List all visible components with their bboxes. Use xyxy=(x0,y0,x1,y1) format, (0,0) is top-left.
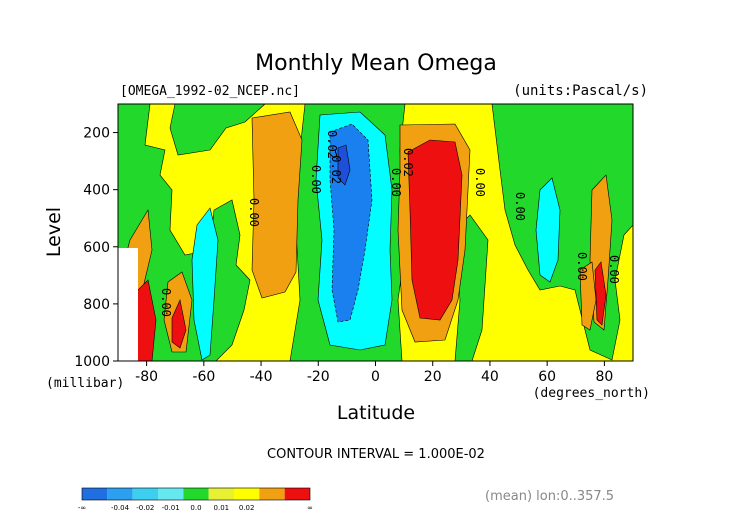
contour-region-orange-south xyxy=(251,111,303,299)
contour-region-red-southmid xyxy=(171,299,187,349)
x-tick-label: -20 xyxy=(307,369,330,385)
contour-interval-note: CONTOUR INTERVAL = 1.000E-02 xyxy=(267,447,485,462)
contour-label: 0.00 xyxy=(159,288,173,317)
colorbar-swatch xyxy=(259,488,285,500)
contour-label: 0.00 xyxy=(607,255,621,284)
mean-note: (mean) lon:0..357.5 xyxy=(485,489,614,504)
y-axis: 200 400 600 800 1000 xyxy=(74,126,118,370)
contour-region-red-tropic xyxy=(407,139,463,321)
contour-region-orange-north-low xyxy=(579,261,597,331)
x-axis: -80 -60 -40 -20 0 20 40 60 80 xyxy=(135,361,613,385)
x-tick-label: 40 xyxy=(481,369,499,385)
colorbar-tick-label: -0.04 xyxy=(111,504,130,512)
contour-label: 0.02 xyxy=(401,148,415,177)
contour-region-green-south-upper xyxy=(169,103,266,156)
colorbar-swatch xyxy=(284,488,310,500)
colorbar-tick-label: 0.01 xyxy=(214,504,230,512)
colorbar: -∞ -0.04 -0.02 -0.01 0.0 0.01 0.02 ∞ xyxy=(78,487,313,512)
colorbar-swatch xyxy=(158,488,184,500)
x-tick-label: 0 xyxy=(371,369,380,385)
contour-labels: 0.00 0.02 0.00 -0.02 0.00 0.02 0.00 0.00… xyxy=(159,130,621,317)
y-tick-label: 400 xyxy=(83,183,110,199)
y-axis-label: Level xyxy=(43,207,65,257)
colorbar-tick-label: 0.02 xyxy=(239,504,255,512)
x-axis-units: (degrees_north) xyxy=(533,386,650,401)
colorbar-swatch xyxy=(208,488,234,500)
colorbar-frame xyxy=(81,487,311,501)
file-label: [OMEGA_1992-02_NCEP.nc] xyxy=(120,84,300,99)
missing-data-area xyxy=(118,248,138,361)
colorbar-tick-label: -0.01 xyxy=(162,504,180,512)
y-tick-label: 600 xyxy=(83,240,110,256)
contour-label: -0.02 xyxy=(329,148,343,184)
colorbar-swatch xyxy=(107,488,133,500)
contour-region-cyan-south xyxy=(191,207,219,361)
colorbar-swatch xyxy=(132,488,158,500)
contour-region-darkblue-equator xyxy=(337,144,351,186)
contour-label: 0.00 xyxy=(247,198,261,227)
colorbar-tick-label: -∞ xyxy=(78,504,86,512)
x-tick-label: 60 xyxy=(538,369,556,385)
x-axis-label: Latitude xyxy=(337,402,415,424)
y-tick-label: 1000 xyxy=(74,354,110,370)
contour-region-red-north xyxy=(594,261,607,326)
colorbar-tick-label: 0.0 xyxy=(190,504,201,512)
contour-label: 0.00 xyxy=(389,168,403,197)
colorbar-tick-label: -0.02 xyxy=(136,504,154,512)
x-tick-label: 80 xyxy=(595,369,613,385)
y-tick-label: 800 xyxy=(83,297,110,313)
contour-label: 0.00 xyxy=(309,165,323,194)
colorbar-swatch xyxy=(82,488,108,500)
plot-area: 0.00 0.02 0.00 -0.02 0.00 0.02 0.00 0.00… xyxy=(117,103,634,362)
y-tick-label: 200 xyxy=(83,126,110,142)
x-tick-label: -60 xyxy=(192,369,215,385)
x-tick-label: -40 xyxy=(250,369,273,385)
contour-region-cyan-north xyxy=(535,177,561,283)
contour-label: 0.00 xyxy=(513,192,527,221)
contour-label: 0.00 xyxy=(473,168,487,197)
contour-label: 0.00 xyxy=(575,252,589,281)
colorbar-swatch xyxy=(183,488,209,500)
colorbar-swatch xyxy=(234,488,260,500)
x-tick-label: -80 xyxy=(135,369,158,385)
colorbar-tick-label: ∞ xyxy=(307,504,313,512)
y-axis-units: (millibar) xyxy=(46,376,124,391)
chart-title: Monthly Mean Omega xyxy=(255,51,497,76)
x-tick-label: 20 xyxy=(424,369,442,385)
contour-label: 0.02 xyxy=(325,130,339,159)
units-label: (units:Pascal/s) xyxy=(513,83,648,99)
